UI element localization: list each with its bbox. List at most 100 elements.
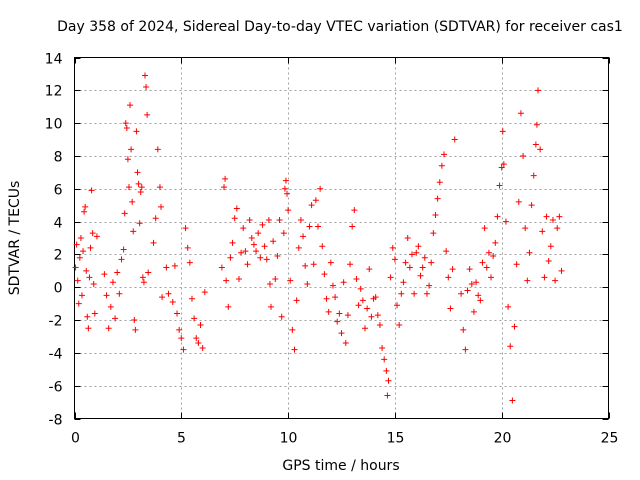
data-point bbox=[186, 259, 193, 266]
data-point bbox=[507, 343, 514, 350]
data-point bbox=[384, 392, 391, 399]
data-point bbox=[174, 310, 181, 317]
data-point bbox=[460, 326, 467, 333]
data-point bbox=[159, 294, 166, 301]
data-point bbox=[317, 185, 324, 192]
data-point bbox=[385, 377, 392, 384]
data-point bbox=[400, 279, 407, 286]
data-point bbox=[88, 187, 95, 194]
data-point bbox=[359, 297, 366, 304]
data-point bbox=[404, 235, 411, 241]
data-point bbox=[438, 162, 445, 169]
data-point bbox=[374, 312, 381, 319]
data-point bbox=[483, 264, 490, 271]
y-tick-label: 4 bbox=[54, 216, 63, 232]
y-tick-label: 12 bbox=[45, 84, 63, 100]
data-point bbox=[81, 208, 88, 215]
data-point bbox=[169, 298, 176, 305]
data-point bbox=[103, 292, 110, 299]
data-point bbox=[116, 290, 123, 297]
data-point bbox=[475, 292, 482, 299]
data-point bbox=[125, 184, 132, 191]
data-point bbox=[517, 110, 524, 117]
data-point bbox=[145, 269, 152, 276]
x-tick-label: 5 bbox=[177, 431, 186, 447]
data-point bbox=[138, 184, 145, 191]
data-point bbox=[257, 254, 264, 261]
data-point bbox=[242, 248, 249, 255]
data-point bbox=[295, 244, 302, 251]
data-point bbox=[372, 294, 379, 301]
data-point bbox=[468, 280, 475, 287]
data-point bbox=[137, 189, 144, 196]
data-point bbox=[122, 120, 129, 127]
data-point bbox=[499, 128, 506, 135]
data-point bbox=[176, 326, 183, 333]
x-tick-label: 10 bbox=[280, 431, 298, 447]
data-point bbox=[165, 290, 172, 297]
data-point bbox=[402, 259, 409, 266]
data-point bbox=[144, 111, 151, 118]
data-point bbox=[434, 195, 441, 202]
data-point bbox=[105, 325, 112, 332]
data-point bbox=[121, 210, 128, 217]
data-point bbox=[391, 256, 398, 263]
y-tick-label: 2 bbox=[54, 248, 63, 264]
data-point bbox=[485, 249, 492, 256]
data-point bbox=[136, 220, 143, 227]
data-point bbox=[556, 213, 563, 220]
data-point bbox=[270, 238, 277, 245]
data-point bbox=[449, 266, 456, 273]
data-point bbox=[193, 335, 200, 342]
data-point bbox=[408, 251, 415, 258]
data-point bbox=[447, 305, 454, 312]
data-point bbox=[308, 202, 315, 209]
data-point bbox=[470, 308, 477, 315]
data-point bbox=[423, 290, 430, 297]
data-point bbox=[368, 313, 375, 320]
data-point bbox=[451, 136, 458, 143]
data-point bbox=[353, 276, 360, 283]
data-point bbox=[75, 300, 82, 307]
data-point bbox=[127, 102, 134, 109]
data-point bbox=[357, 285, 364, 292]
data-point bbox=[532, 141, 539, 148]
data-points bbox=[72, 72, 565, 404]
data-point bbox=[549, 216, 556, 223]
x-tick-label: 20 bbox=[494, 431, 512, 447]
data-point bbox=[477, 297, 484, 304]
data-point bbox=[509, 397, 516, 404]
data-point bbox=[329, 282, 336, 289]
data-point bbox=[281, 185, 288, 192]
data-point bbox=[481, 225, 488, 232]
data-point bbox=[426, 282, 433, 289]
data-point bbox=[272, 276, 279, 283]
data-point bbox=[417, 272, 424, 279]
data-point bbox=[379, 344, 386, 351]
data-point bbox=[505, 303, 512, 310]
data-point bbox=[74, 277, 81, 284]
data-point bbox=[406, 264, 413, 271]
data-point bbox=[554, 225, 561, 232]
data-point bbox=[537, 146, 544, 153]
data-point bbox=[255, 230, 262, 237]
y-tick-label: -6 bbox=[49, 380, 63, 396]
y-tick-label: -4 bbox=[49, 347, 63, 363]
data-point bbox=[182, 225, 189, 232]
data-point bbox=[387, 274, 394, 281]
data-point bbox=[310, 261, 317, 268]
data-point bbox=[297, 216, 304, 223]
data-point bbox=[364, 305, 371, 312]
data-point bbox=[87, 244, 94, 251]
data-point bbox=[112, 315, 119, 322]
data-point bbox=[140, 279, 147, 286]
data-point bbox=[265, 216, 272, 223]
data-point bbox=[85, 325, 92, 332]
data-point bbox=[496, 182, 503, 189]
data-point bbox=[109, 279, 116, 286]
data-point bbox=[432, 212, 439, 219]
data-point bbox=[284, 190, 291, 197]
data-point bbox=[458, 290, 465, 297]
data-point bbox=[152, 215, 159, 222]
data-point bbox=[184, 244, 191, 251]
